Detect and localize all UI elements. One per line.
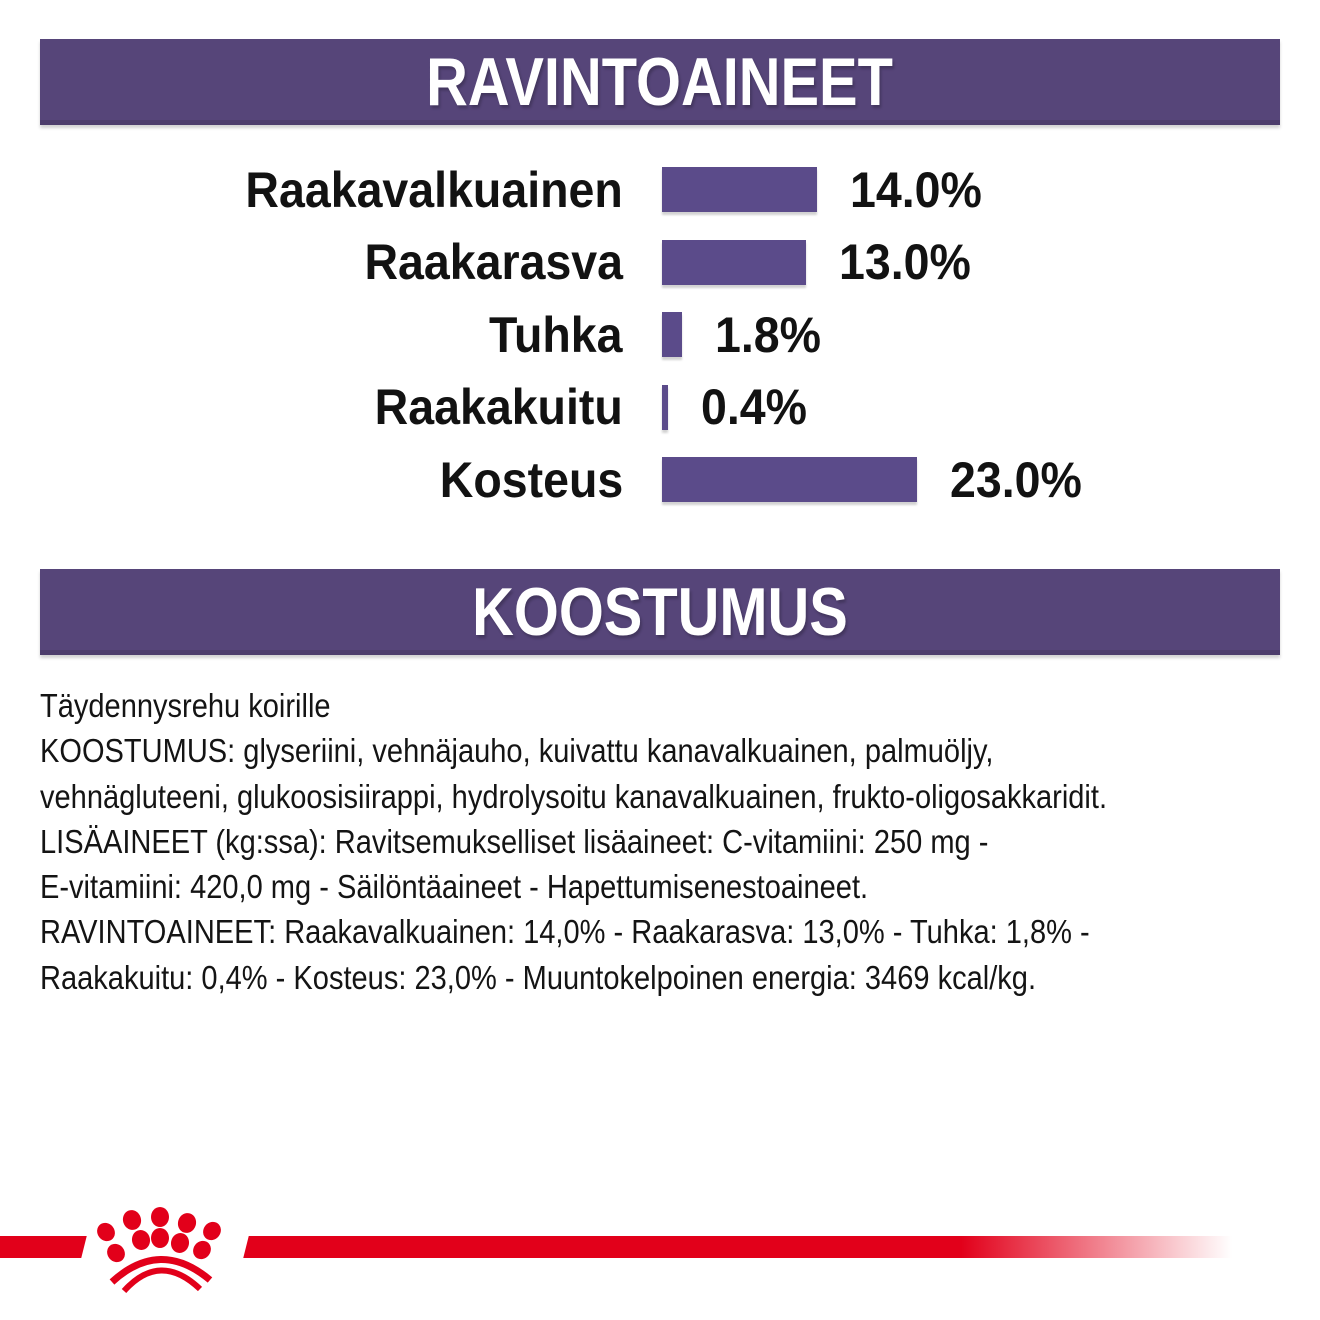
bar-label-column: Kosteus <box>0 455 623 505</box>
body-text-line: RAVINTOAINEET: Raakavalkuainen: 14,0% - … <box>40 913 1090 951</box>
bar-track: 13.0% <box>662 237 981 287</box>
bar-label-column: Raakavalkuainen <box>0 165 623 215</box>
body-text-line: Täydennysrehu koirille <box>40 687 331 724</box>
body-text-line: KOOSTUMUS: glyseriini, vehnäjauho, kuiva… <box>40 732 994 770</box>
bar <box>662 167 818 212</box>
bar-label-column: Tuhka <box>0 310 623 360</box>
composition-text-block: Täydennysrehu koirille KOOSTUMUS: glyseri… <box>40 683 1310 1000</box>
chart-row: Raakavalkuainen 14.0% <box>0 153 1320 226</box>
nutrients-section-header: RAVINTOAINEET <box>40 39 1280 125</box>
bar-label-column: Raakarasva <box>0 237 623 287</box>
bar-track: 14.0% <box>662 165 992 215</box>
composition-section-title: KOOSTUMUS <box>472 574 848 650</box>
body-text-line: E-vitamiini: 420,0 mg - Säilöntäaineet -… <box>40 868 869 906</box>
brand-red-band <box>0 1236 1232 1258</box>
bar-label: Tuhka <box>489 306 623 363</box>
royal-canin-crown-logo <box>97 1207 221 1294</box>
bar-value: 1.8% <box>714 306 821 363</box>
bar-value: 13.0% <box>839 234 972 290</box>
bar-label: Raakavalkuainen <box>245 161 623 218</box>
bar-label: Raakarasva <box>364 234 623 290</box>
composition-section-header: KOOSTUMUS <box>40 569 1280 655</box>
bar <box>662 239 807 285</box>
bar <box>662 312 682 357</box>
bar-value: 0.4% <box>701 379 807 435</box>
chart-row: Raakakuitu 0.4% <box>0 371 1320 444</box>
brand-footer <box>0 1195 1320 1320</box>
body-text-line: LISÄAINEET (kg:ssa): Ravitsemukselliset … <box>40 822 989 860</box>
bar <box>662 384 668 430</box>
bar-track: 1.8% <box>662 310 829 360</box>
bar <box>662 457 918 502</box>
chart-row: Raakarasva 13.0% <box>0 226 1320 299</box>
chart-row: Tuhka 1.8% <box>0 298 1320 371</box>
bar-label: Raakakuitu <box>374 379 623 435</box>
bar-track: 0.4% <box>662 382 815 432</box>
bar-value: 23.0% <box>950 451 1083 508</box>
body-text-line: Raakakuitu: 0,4% - Kosteus: 23,0% - Muun… <box>40 958 1037 996</box>
body-text-line: vehnägluteeni, glukoosisiirappi, hydroly… <box>40 777 1108 815</box>
bar-label: Kosteus <box>439 451 623 508</box>
bar-label-column: Raakakuitu <box>0 382 623 432</box>
chart-row: Kosteus 23.0% <box>0 443 1320 516</box>
bar-track: 23.0% <box>662 455 1092 505</box>
bar-value: 14.0% <box>850 161 983 218</box>
nutrients-section-title: RAVINTOAINEET <box>426 44 894 120</box>
